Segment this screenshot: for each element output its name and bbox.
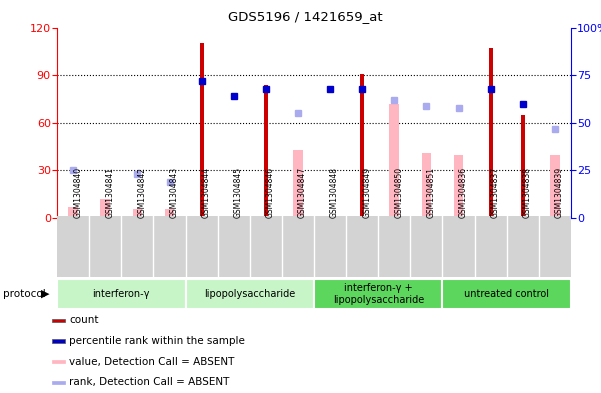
Text: percentile rank within the sample: percentile rank within the sample — [69, 336, 245, 346]
Bar — [550, 154, 560, 218]
Bar — [52, 339, 65, 343]
Bar — [442, 279, 571, 309]
Text: protocol: protocol — [3, 289, 46, 299]
Bar — [133, 209, 142, 218]
Bar — [264, 85, 268, 218]
Text: ▶: ▶ — [41, 289, 49, 299]
Text: interferon-γ +
lipopolysaccharide: interferon-γ + lipopolysaccharide — [332, 283, 424, 305]
Text: GSM1304850: GSM1304850 — [394, 167, 403, 218]
Text: GSM1304840: GSM1304840 — [73, 167, 82, 218]
Text: GSM1304846: GSM1304846 — [266, 167, 275, 218]
Bar — [389, 104, 399, 218]
Text: untreated control: untreated control — [464, 289, 549, 299]
Bar — [52, 360, 65, 363]
Bar — [100, 199, 110, 218]
Text: GSM1304847: GSM1304847 — [298, 167, 307, 218]
Text: interferon-γ: interferon-γ — [93, 289, 150, 299]
Bar — [489, 48, 493, 218]
Bar — [521, 115, 525, 218]
Bar — [454, 154, 463, 218]
Bar — [52, 319, 65, 322]
Bar — [69, 207, 78, 218]
Text: GSM1304844: GSM1304844 — [201, 167, 210, 218]
Text: GSM1304845: GSM1304845 — [234, 167, 243, 218]
Bar — [360, 73, 364, 218]
Text: value, Detection Call = ABSENT: value, Detection Call = ABSENT — [69, 356, 234, 367]
Bar — [293, 150, 303, 218]
Bar — [314, 279, 442, 309]
Text: GSM1304836: GSM1304836 — [459, 167, 468, 218]
Text: GSM1304843: GSM1304843 — [169, 167, 178, 218]
Bar — [186, 279, 314, 309]
Text: GSM1304851: GSM1304851 — [427, 167, 436, 218]
Text: GSM1304839: GSM1304839 — [555, 167, 564, 218]
Text: lipopolysaccharide: lipopolysaccharide — [204, 289, 296, 299]
Text: GSM1304841: GSM1304841 — [105, 167, 114, 218]
Text: GSM1304849: GSM1304849 — [362, 167, 371, 218]
Bar — [52, 380, 65, 384]
Text: GDS5196 / 1421659_at: GDS5196 / 1421659_at — [228, 10, 383, 23]
Bar — [200, 43, 204, 218]
Bar — [422, 153, 432, 218]
Text: rank, Detection Call = ABSENT: rank, Detection Call = ABSENT — [69, 377, 230, 387]
Text: GSM1304838: GSM1304838 — [523, 167, 532, 218]
Bar — [165, 209, 174, 218]
Text: GSM1304837: GSM1304837 — [490, 167, 499, 218]
Text: GSM1304842: GSM1304842 — [138, 167, 147, 218]
Text: count: count — [69, 315, 99, 325]
Bar — [57, 279, 186, 309]
Text: GSM1304848: GSM1304848 — [330, 167, 339, 218]
